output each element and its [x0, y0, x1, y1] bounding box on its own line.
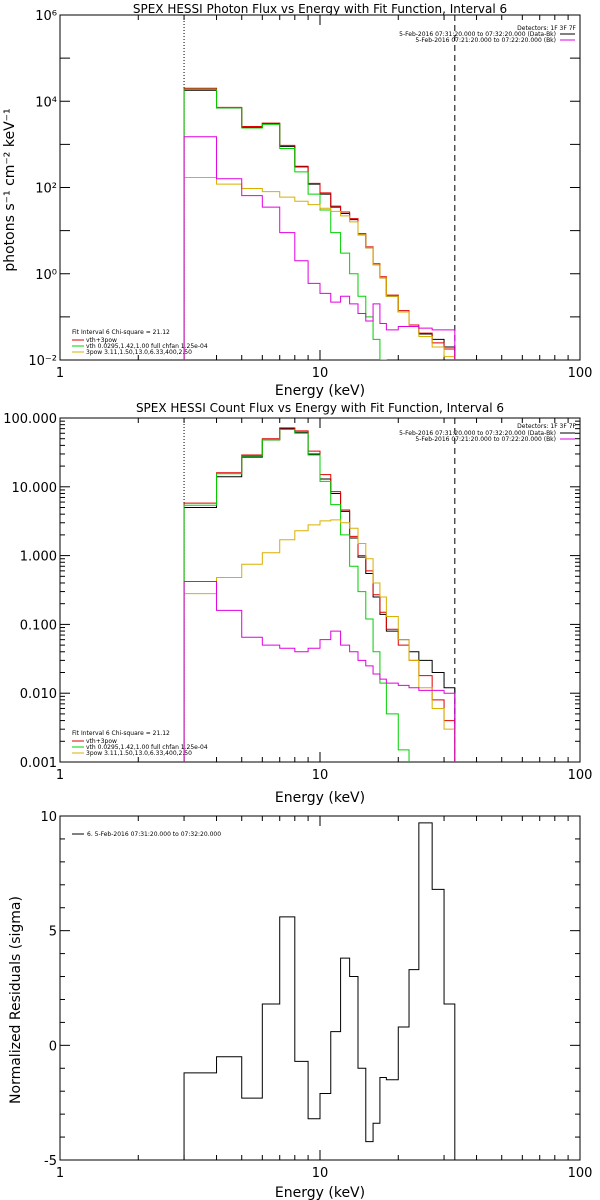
- data-series-line: [183, 428, 456, 762]
- x-tick-label: 1: [56, 366, 64, 381]
- y-tick-label: 0.001: [20, 756, 57, 771]
- y-tick-label: -5: [44, 1154, 57, 1169]
- photon-chart-legend-data: 5-Feb-2016 07:31:20.000 to 07:32:20.000 …: [399, 31, 556, 38]
- count-flux-chart: SPEX HESSI Count Flux vs Energy with Fit…: [3, 401, 592, 806]
- x-tick-label: 100: [568, 1166, 593, 1181]
- y-tick-label: 0: [49, 1039, 57, 1054]
- count-chart-title: SPEX HESSI Count Flux vs Energy with Fit…: [136, 401, 504, 415]
- y-tick-label: 10.000: [12, 481, 58, 496]
- y-tick-label: 0.100: [20, 618, 57, 633]
- y-tick-label: 10⁴: [35, 95, 57, 110]
- x-tick-label: 1: [56, 1166, 64, 1181]
- count-chart-fit-info: Fit Interval 6 Chi-square = 21.12: [72, 730, 170, 737]
- x-tick-label: 100: [568, 366, 593, 381]
- residuals-chart-ylabel: Normalized Residuals (sigma): [8, 896, 24, 1104]
- data-series-line: [183, 89, 456, 360]
- photon-chart-ylabel: photons s⁻¹ cm⁻² keV⁻¹: [2, 108, 18, 271]
- x-tick-label: 10: [312, 1166, 329, 1181]
- count-chart-detectors: Detectors: 1F 3F 7F: [517, 423, 576, 430]
- y-tick-label: 5: [49, 925, 57, 940]
- y-tick-label: 0.010: [20, 687, 57, 702]
- residuals-chart: 1 10 100 -5 0 5 10 Energy (keV) Normalized Res…: [8, 810, 592, 1200]
- x-tick-label: 10: [312, 768, 329, 783]
- y-tick-label: 10²: [35, 182, 57, 197]
- x-tick-label: 1: [56, 768, 64, 783]
- y-tick-label: 10: [40, 810, 57, 825]
- x-tick-label: 10: [312, 366, 329, 381]
- y-tick-label: 1.000: [20, 550, 57, 565]
- photon-chart-detectors: Detectors: 1F 3F 7F: [517, 25, 576, 32]
- photon-chart-legend-powerlaw: 3pow 3.11,1.50,13.0,6.33,400,2.50: [86, 349, 192, 356]
- powerlaw-series-line: [183, 519, 456, 762]
- thermal-series-line: [183, 429, 456, 762]
- photon-chart-legend-thermal: vth 0.0295,1.42,1.00 full chfan 1.25e-04: [86, 343, 208, 350]
- photon-chart-xlabel: Energy (keV): [275, 383, 365, 399]
- background-series-line: [183, 581, 456, 762]
- count-chart-legend-thermal: vth 0.0295,1.42,1.00 full chfan 1.25e-04: [86, 744, 208, 751]
- residuals-chart-legend: 6. 5-Feb-2016 07:31:20.000 to 07:32:20.0…: [87, 831, 221, 838]
- count-chart-legend-data: 5-Feb-2016 07:31:20.000 to 07:32:20.000 …: [399, 430, 556, 437]
- photon-chart-fit-info: Fit Interval 6 Chi-square = 21.12: [72, 329, 170, 336]
- count-chart-xlabel: Energy (keV): [275, 790, 365, 806]
- total-series-line: [183, 87, 456, 360]
- y-tick-label: 10⁰: [35, 268, 57, 283]
- x-tick-label: 100: [568, 768, 593, 783]
- photon-flux-chart: SPEX HESSI Photon Flux vs Energy with Fi…: [2, 2, 592, 399]
- y-tick-label: 10⁻²: [28, 354, 57, 369]
- photon-chart-legend-bk: 5-Feb-2016 07:21:20.000 to 07:22:20.000 …: [415, 37, 556, 44]
- thermal-series-line: [183, 88, 456, 360]
- residuals-series-line: [183, 822, 456, 1160]
- powerlaw-series-line: [183, 177, 456, 360]
- count-chart-legend-powerlaw: 3pow 3.11,1.50,13.0,6.33,400,2.50: [86, 750, 192, 757]
- y-tick-label: 10⁶: [35, 9, 57, 24]
- y-tick-label: 100.000: [3, 412, 57, 427]
- residuals-chart-xlabel: Energy (keV): [275, 1185, 365, 1200]
- count-chart-legend-bk: 5-Feb-2016 07:21:20.000 to 07:22:20.000 …: [415, 436, 556, 443]
- photon-chart-title: SPEX HESSI Photon Flux vs Energy with Fi…: [133, 2, 507, 16]
- count-chart-legend-total: vth+3pow: [86, 738, 117, 745]
- total-series-line: [183, 427, 456, 762]
- photon-chart-legend-total: vth+3pow: [86, 337, 117, 344]
- background-series-line: [183, 136, 456, 360]
